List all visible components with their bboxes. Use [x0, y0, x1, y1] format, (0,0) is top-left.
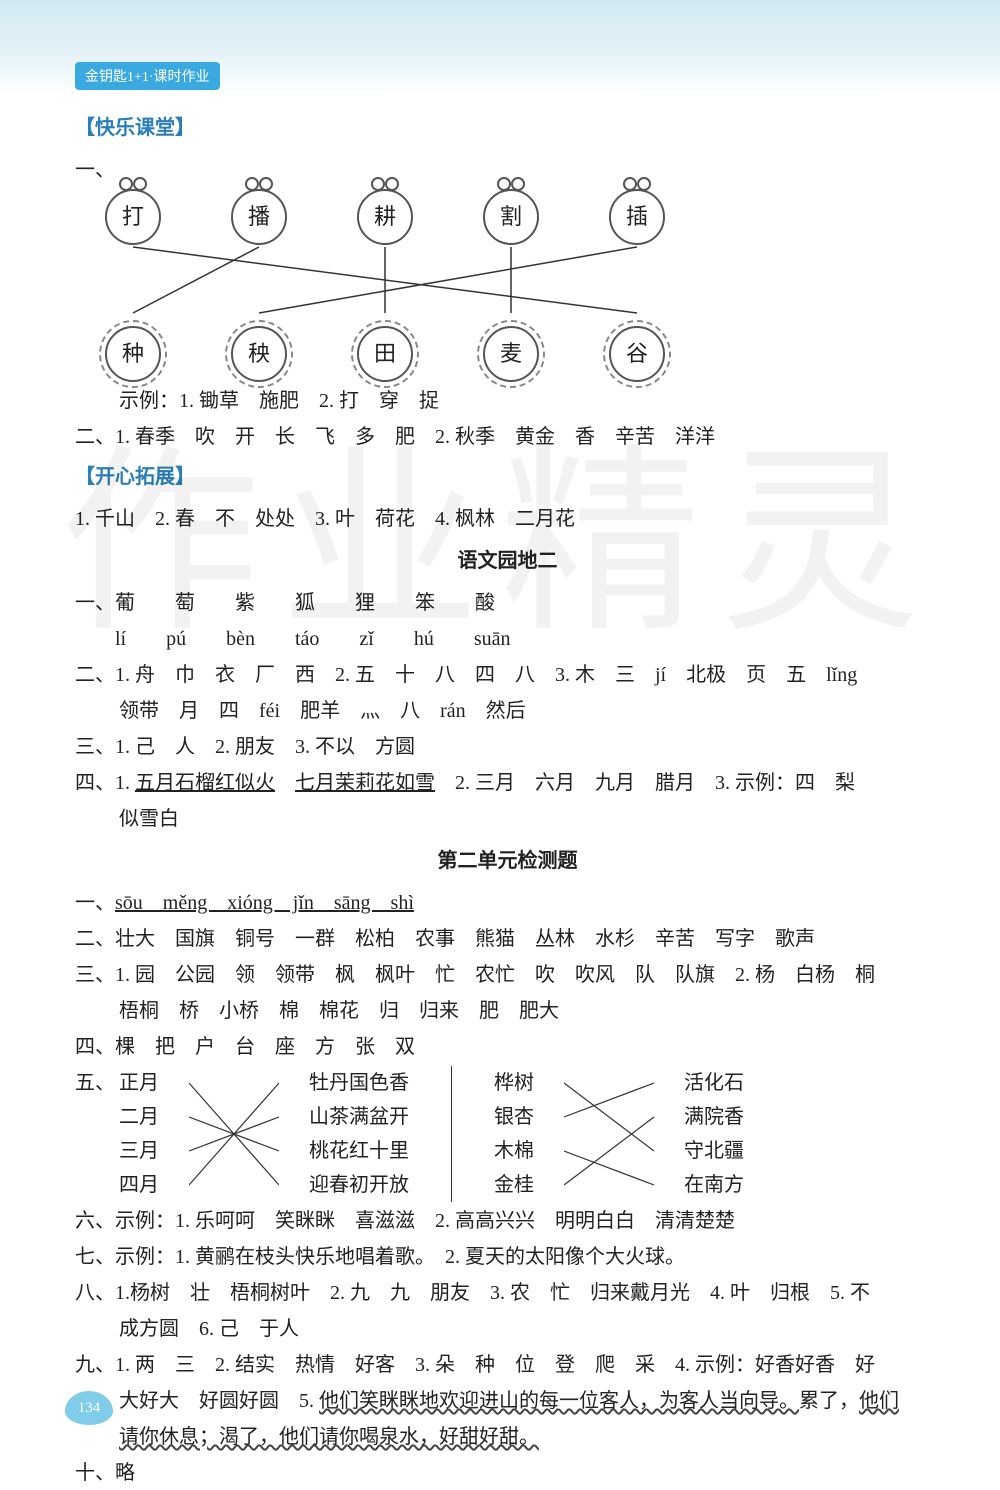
match-item: 银杏: [494, 1100, 534, 1134]
u2-q2: 二、壮大 国旗 铜号 一群 松柏 农事 熊猫 丛林 水杉 辛苦 写字 歌声: [75, 922, 940, 956]
u2-q9-w1: 他们笑眯眯地欢迎进山的每一位客人，为客人当向导。: [319, 1390, 799, 1412]
yw-q4-u1: 五月石榴红似火: [135, 772, 275, 794]
match-item: 迎春初开放: [309, 1168, 409, 1202]
top-banner: 金钥匙1+1·课时作业: [0, 0, 1000, 95]
match-item: 木棉: [494, 1134, 534, 1168]
flower-node: 麦: [483, 326, 539, 382]
u2-q1: 一、sōu měng xióng jǐn sāng shì: [75, 886, 940, 920]
match-item: 三月: [119, 1134, 159, 1168]
yw-q4: 四、1. 五月石榴红似火 七月茉莉花如雪 2. 三月 六月 九月 腊月 3. 示…: [75, 766, 940, 800]
match-left-a: 正月二月三月四月: [119, 1066, 159, 1202]
yw-q1: 一、葡 萄 紫 狐 狸 笨 酸: [75, 586, 940, 620]
match-item: 活化石: [684, 1066, 744, 1100]
flower-node: 种: [105, 326, 161, 382]
u2-q1-py: sōu měng xióng jǐn sāng shì: [115, 892, 414, 914]
yw-q4-prefix: 四、1.: [75, 772, 135, 794]
u2-q9b-t1: 大好大 好圆好圆 5.: [119, 1390, 319, 1412]
yw-q3: 三、1. 己 人 2. 朋友 3. 不以 方圆: [75, 730, 940, 764]
yw-q2: 二、1. 舟 巾 衣 厂 西 2. 五 十 八 四 八 3. 木 三 jí 北极…: [75, 658, 940, 692]
flower-node: 田: [357, 326, 413, 382]
match-item: 牡丹国色香: [309, 1066, 409, 1100]
bee-node: 打: [105, 189, 161, 245]
match-item: 山茶满盆开: [309, 1100, 409, 1134]
u2-q9c: 请你休息；渴了，他们请你喝泉水，好甜好甜。: [75, 1420, 940, 1454]
bee-node: 割: [483, 189, 539, 245]
bee-row: 打播耕割插: [105, 189, 940, 245]
match-item: 守北疆: [684, 1134, 744, 1168]
u2-q3b: 梧桐 桥 小桥 棉 棉花 归 归来 肥 肥大: [75, 994, 940, 1028]
expand-q1: 1. 千山 2. 春 不 处处 3. 叶 荷花 4. 枫林 二月花: [75, 502, 940, 536]
match-right-a: 桦树银杏木棉金桂: [494, 1066, 534, 1202]
flower-row: 种秧田麦谷: [105, 326, 940, 382]
u2-q8: 八、1.杨树 壮 梧桐树叶 2. 九 九 朋友 3. 农 忙 归来戴月光 4. …: [75, 1276, 940, 1310]
series-tab: 金钥匙1+1·课时作业: [75, 62, 220, 90]
u2-q10: 十、略: [75, 1456, 940, 1490]
match-item: 金桂: [494, 1168, 534, 1202]
yw-q4-rest: 2. 三月 六月 九月 腊月 3. 示例：四 梨: [435, 772, 855, 794]
u2-q7: 七、示例：1. 黄鹂在枝头快乐地唱着歌。 2. 夏天的太阳像个大火球。: [75, 1240, 940, 1274]
flower-node: 秧: [231, 326, 287, 382]
bee-node: 插: [609, 189, 665, 245]
match-item: 在南方: [684, 1168, 744, 1202]
bee-node: 播: [231, 189, 287, 245]
match-item: 桃花红十里: [309, 1134, 409, 1168]
match-svg-left: [189, 1066, 279, 1202]
q2-line: 二、1. 春季 吹 开 长 飞 多 肥 2. 秋季 黄金 香 辛苦 洋洋: [75, 420, 940, 454]
match-left-b: 牡丹国色香山茶满盆开桃花红十里迎春初开放: [309, 1066, 409, 1202]
section-expand: 【开心拓展】: [75, 460, 940, 494]
u2-q8b: 成方圆 6. 己 于人: [75, 1312, 940, 1346]
q1-example: 示例：1. 锄草 施肥 2. 打 穿 捉: [75, 384, 940, 418]
divider: [451, 1066, 452, 1202]
yw-pinyin: lí pú bèn táo zǐ hú suān: [75, 622, 940, 656]
bee-node: 耕: [357, 189, 413, 245]
yw-q4-u2: 七月茉莉花如雪: [295, 772, 435, 794]
u2-q3: 三、1. 园 公园 领 领带 枫 枫叶 忙 农忙 吹 吹风 队 队旗 2. 杨 …: [75, 958, 940, 992]
match-item: 桦树: [494, 1066, 534, 1100]
yw-q2b: 领带 月 四 féi 肥羊 灬 八 rán 然后: [75, 694, 940, 728]
u2-q5-label: 五、: [75, 1066, 119, 1100]
u2-q9-w2: 他们: [859, 1390, 899, 1412]
u2-q9b: 大好大 好圆好圆 5. 他们笑眯眯地欢迎进山的每一位客人，为客人当向导。累了，他…: [75, 1384, 940, 1418]
match-item: 满院香: [684, 1100, 744, 1134]
flower-node: 谷: [609, 326, 665, 382]
section-happy-class: 【快乐课堂】: [75, 111, 940, 145]
match-block: 正月二月三月四月 牡丹国色香山茶满盆开桃花红十里迎春初开放 桦树银杏木棉金桂 活…: [119, 1066, 744, 1202]
match-svg-right: [564, 1066, 654, 1202]
u2-q9b-t2: 累了，: [799, 1390, 859, 1412]
u2-q6: 六、示例：1. 乐呵呵 笑眯眯 喜滋滋 2. 高高兴兴 明明白白 清清楚楚: [75, 1204, 940, 1238]
u2-q9a: 九、1. 两 三 2. 结实 热情 好客 3. 朵 种 位 登 爬 采 4. 示…: [75, 1348, 940, 1382]
match-right-b: 活化石满院香守北疆在南方: [684, 1066, 744, 1202]
u2-q1-p: 一、: [75, 892, 115, 914]
yw-q4c: 似雪白: [75, 802, 940, 836]
match-lines: [105, 245, 725, 315]
u2-q4: 四、棵 把 户 台 座 方 张 双: [75, 1030, 940, 1064]
match-item: 二月: [119, 1100, 159, 1134]
page-number: 134: [65, 1391, 113, 1425]
heading-unit2: 第二单元检测题: [75, 844, 940, 878]
match-item: 正月: [119, 1066, 159, 1100]
match-item: 四月: [119, 1168, 159, 1202]
heading-yuwen: 语文园地二: [75, 544, 940, 578]
page-content: 【快乐课堂】 一、 打 播 耕 割 插 种 秧 田 麦 谷 示例：1. 锄草 施肥 2. 打 穿…: [0, 95, 1000, 1490]
